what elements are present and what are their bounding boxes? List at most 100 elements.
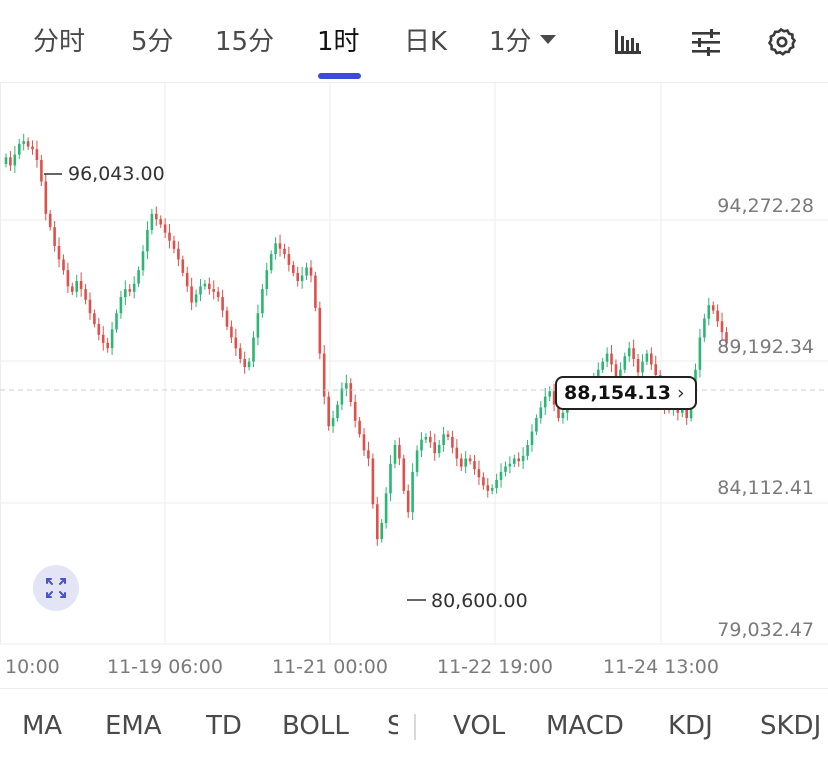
- indicator-vol[interactable]: VOL: [453, 711, 506, 741]
- candle-up: [645, 353, 649, 362]
- candle-up: [513, 458, 516, 464]
- candle-up: [119, 297, 123, 314]
- candle-up: [464, 458, 467, 467]
- candle-down: [128, 289, 132, 292]
- candle-down: [106, 342, 109, 349]
- candle-down: [177, 248, 180, 260]
- candle-down: [322, 353, 326, 397]
- candle-up: [543, 396, 547, 408]
- candle-down: [482, 477, 485, 486]
- candle-down: [327, 396, 330, 427]
- candle-down: [163, 224, 167, 233]
- candle-down: [398, 445, 401, 459]
- candle-down: [79, 281, 83, 290]
- candle-down: [349, 383, 353, 402]
- tab-5min[interactable]: 5分: [131, 27, 174, 57]
- candle-up: [340, 388, 344, 405]
- indicator-sar[interactable]: SAR: [387, 711, 398, 741]
- candle-up: [336, 404, 339, 419]
- candle-up: [132, 283, 136, 292]
- bar-chart-icon[interactable]: [612, 26, 644, 58]
- candle-up: [623, 356, 627, 370]
- candle-up: [256, 313, 260, 338]
- indicator-macd[interactable]: MACD: [546, 711, 624, 741]
- tab-1min-dropdown[interactable]: 1分: [489, 22, 556, 62]
- candle-down: [636, 359, 640, 373]
- candle-down: [446, 434, 450, 437]
- candle-down: [473, 461, 476, 470]
- candle-down: [654, 364, 657, 376]
- candle-down: [71, 286, 74, 292]
- candle-down: [62, 259, 65, 271]
- candle-down: [376, 504, 379, 540]
- tab-1hour[interactable]: 1时: [317, 27, 360, 57]
- candle-up: [415, 450, 419, 472]
- indicator-td[interactable]: TD: [206, 711, 242, 741]
- candle-down: [31, 146, 34, 150]
- candle-up: [265, 270, 269, 289]
- candle-up: [437, 445, 441, 454]
- candle-up: [247, 361, 251, 368]
- candle-up: [261, 289, 264, 314]
- indicator-ema[interactable]: EMA: [105, 711, 162, 741]
- current-price-tag[interactable]: 88,154.13 ›: [555, 376, 697, 410]
- x-tick-label: 11-21 00:00: [272, 656, 388, 678]
- candle-down: [292, 264, 295, 273]
- settings-gear-icon[interactable]: [765, 26, 797, 58]
- candle-down: [486, 485, 490, 491]
- fullscreen-button[interactable]: [33, 565, 79, 611]
- candle-up: [521, 455, 525, 462]
- indicator-skdj[interactable]: SKDJ: [760, 711, 822, 741]
- candles-group: [4, 133, 728, 546]
- candle-down: [283, 248, 286, 255]
- candle-down: [278, 243, 282, 249]
- candle-up: [490, 488, 494, 491]
- candle-down: [552, 391, 556, 405]
- candle-up: [698, 337, 702, 370]
- indicator-ma[interactable]: MA: [22, 711, 63, 741]
- candle-up: [530, 431, 534, 445]
- candle-down: [88, 299, 92, 314]
- candle-up: [199, 286, 202, 295]
- candle-down: [159, 219, 162, 225]
- tab-15min[interactable]: 15分: [215, 27, 275, 57]
- candle-down: [711, 305, 715, 311]
- candle-up: [305, 267, 308, 276]
- candle-down: [720, 321, 724, 333]
- indicator-boll[interactable]: BOLL: [282, 711, 349, 741]
- candlestick-chart[interactable]: 96,043.00 80,600.00 94,272.28 89,192.34 …: [0, 82, 828, 688]
- candle-up: [548, 391, 551, 397]
- candle-up: [597, 369, 600, 378]
- candle-down: [468, 458, 472, 462]
- x-tick-label: 11-22 19:00: [437, 656, 553, 678]
- candle-down: [358, 420, 361, 435]
- candle-down: [367, 450, 370, 459]
- tab-daily-k[interactable]: 日K: [404, 27, 448, 57]
- candle-up: [535, 418, 538, 432]
- candle-down: [66, 270, 70, 287]
- candle-down: [725, 332, 728, 343]
- candle-down: [309, 267, 313, 276]
- candle-down: [57, 246, 61, 260]
- candle-up: [124, 289, 127, 298]
- candle-up: [424, 436, 428, 440]
- candle-down: [48, 213, 52, 228]
- candle-down: [314, 275, 317, 308]
- indicator-kdj[interactable]: KDJ: [668, 711, 713, 741]
- candle-up: [252, 337, 255, 362]
- candle-down: [451, 436, 454, 448]
- candle-up: [420, 439, 423, 451]
- candle-up: [4, 157, 8, 164]
- candle-up: [619, 369, 622, 378]
- sliders-icon[interactable]: [690, 26, 722, 58]
- candle-down: [40, 160, 43, 182]
- candle-down: [614, 364, 618, 378]
- candle-down: [53, 227, 56, 246]
- low-marker-label: 80,600.00: [431, 590, 528, 612]
- candle-down: [208, 283, 211, 290]
- candle-down: [35, 149, 39, 160]
- candle-down: [371, 458, 375, 505]
- candle-down: [216, 291, 220, 298]
- tab-time-sharing[interactable]: 分时: [33, 27, 86, 57]
- candle-down: [97, 324, 101, 335]
